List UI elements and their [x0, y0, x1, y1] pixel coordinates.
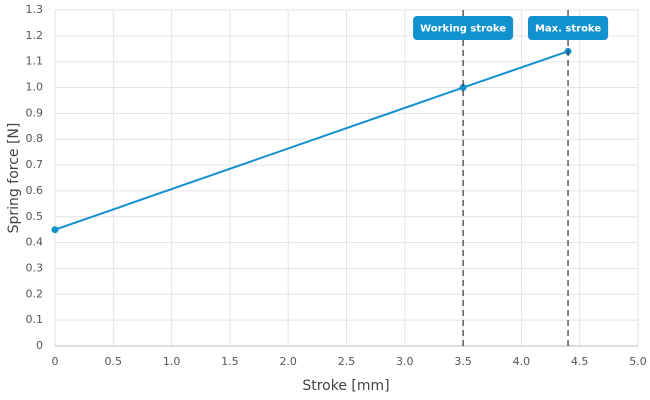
data-point	[459, 84, 467, 92]
x-tick-label: 0.5	[105, 355, 123, 368]
data-line	[54, 50, 569, 231]
y-tick-label: 0.6	[26, 184, 44, 197]
y-tick-label: 0.1	[26, 313, 44, 326]
y-tick-label: 0.7	[26, 158, 44, 171]
x-axis-title: Stroke [mm]	[302, 378, 389, 394]
annotation-box	[413, 16, 514, 40]
x-tick-label: 1.5	[221, 355, 239, 368]
y-tick-label: 1.1	[26, 55, 44, 68]
y-tick-label: 0.2	[26, 287, 44, 300]
annotation-label: Max. stroke	[535, 24, 601, 35]
x-tick-label: 2.5	[338, 355, 356, 368]
y-tick-label: 0.4	[26, 236, 44, 249]
x-tick-label: 3.5	[454, 355, 472, 368]
x-tick-label: 4.5	[571, 355, 589, 368]
y-tick-label: 0	[36, 339, 43, 352]
annotation: Working stroke	[413, 16, 514, 40]
y-axis-title: Spring force [N]	[6, 123, 22, 234]
x-tick-label: 4.0	[513, 355, 531, 368]
data-point	[51, 226, 59, 234]
y-tick-label: 0.3	[26, 261, 44, 274]
annotation-box	[527, 16, 609, 40]
annotation-label: Working stroke	[420, 24, 506, 35]
y-tick-label: 1.2	[26, 29, 44, 42]
x-tick-label: 0	[52, 355, 59, 368]
y-tick-label: 0.8	[26, 132, 44, 145]
x-tick-label: 2.0	[279, 355, 297, 368]
y-tick-label: 0.9	[26, 106, 44, 119]
x-tick-label: 1.0	[163, 355, 181, 368]
y-tick-label: 0.5	[26, 210, 44, 223]
y-tick-label: 1.0	[26, 81, 44, 94]
x-tick-label: 3.0	[396, 355, 414, 368]
x-tick-label: 5.0	[629, 355, 647, 368]
y-tick-label: 1.3	[26, 3, 44, 16]
annotation: Max. stroke	[527, 16, 609, 40]
